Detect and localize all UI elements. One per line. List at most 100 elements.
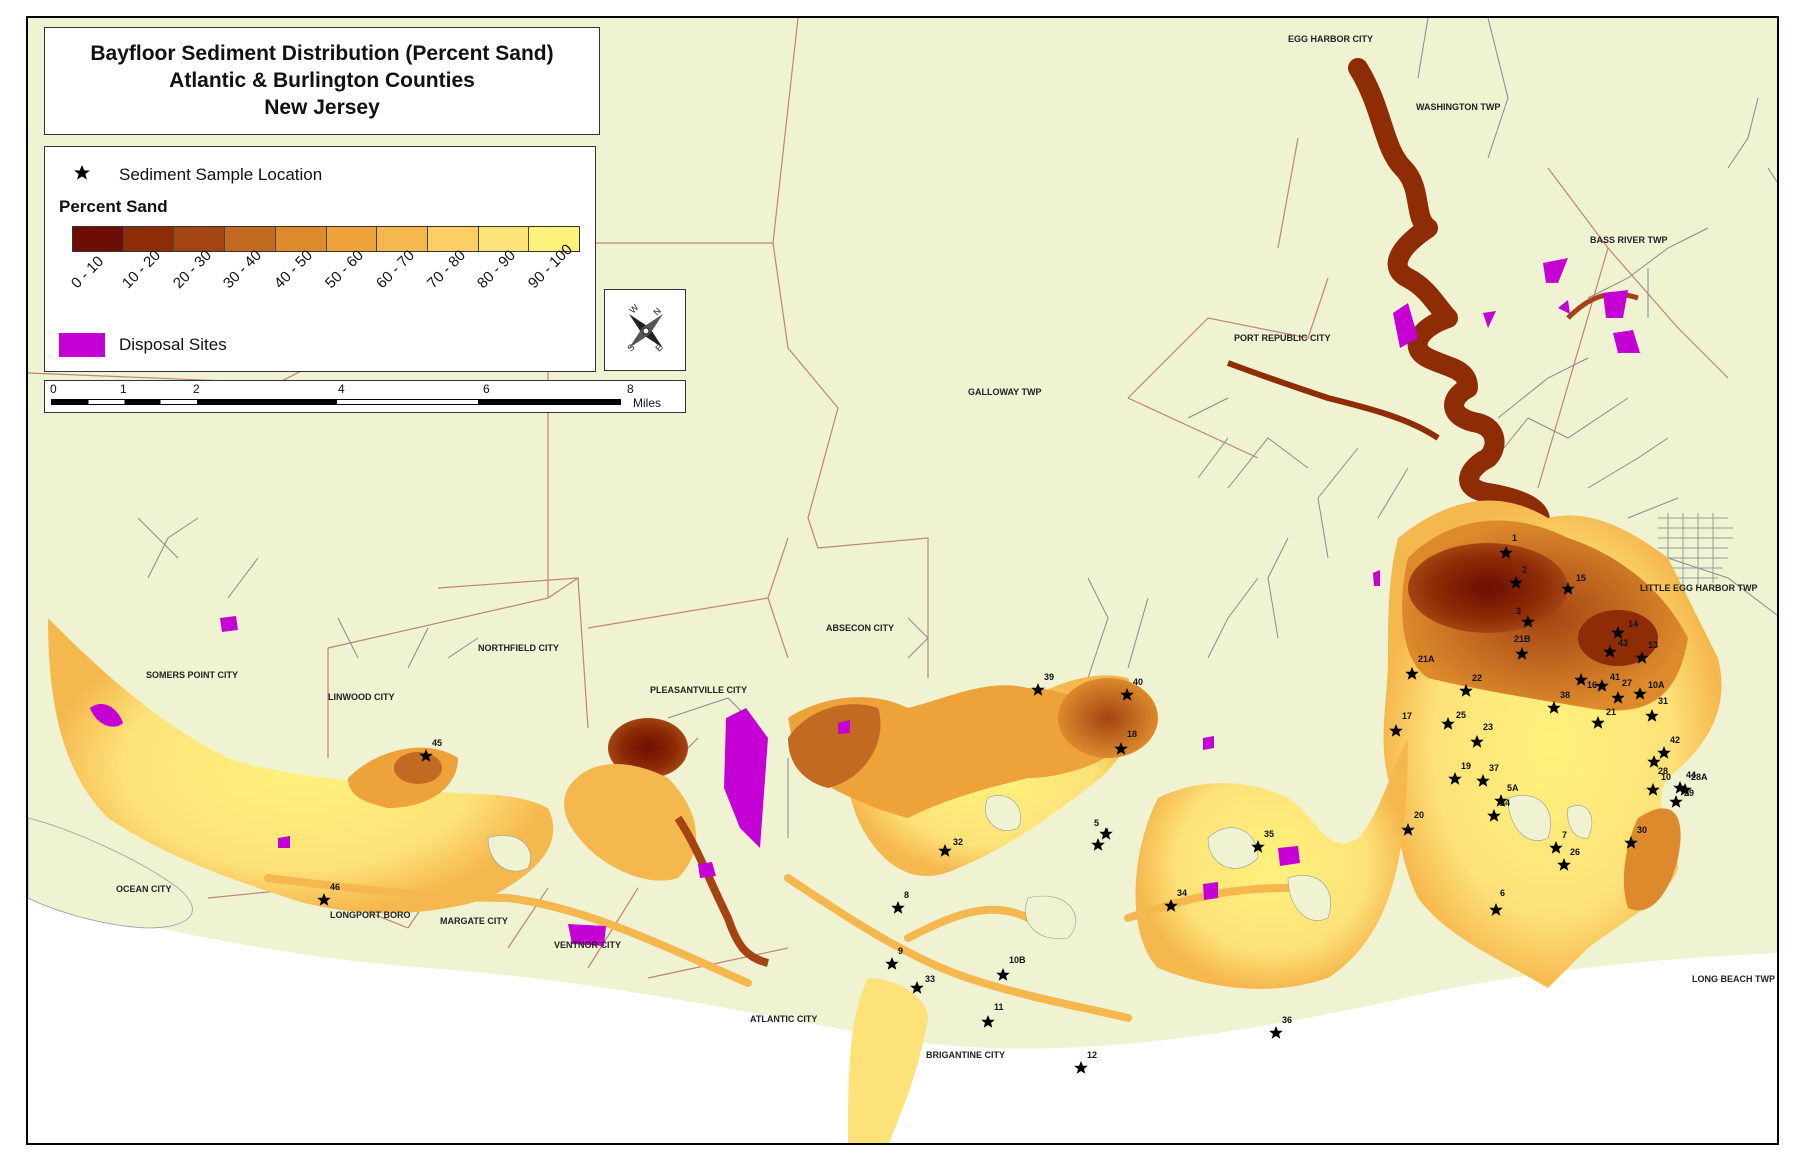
label-ocean-city: OCEAN CITY [116, 884, 172, 894]
label-absecon-city: ABSECON CITY [826, 623, 894, 633]
svg-text:23: 23 [1483, 722, 1493, 732]
sample-site: 21 [1591, 707, 1616, 729]
scale-bar-graphic [51, 399, 621, 405]
ramp-swatch [275, 227, 327, 251]
class-label: 80 - 90 [474, 246, 520, 292]
sample-site: 29 [1669, 788, 1694, 808]
ramp-swatch [73, 227, 124, 251]
svg-text:17: 17 [1402, 711, 1412, 721]
class-label: 30 - 40 [220, 246, 266, 292]
sample-site: 17 [1389, 711, 1412, 737]
sample-site: 26 [1557, 847, 1580, 871]
ramp-swatch [377, 227, 428, 251]
thorofares [264, 874, 1292, 1022]
sample-site: 40 [1120, 677, 1143, 701]
svg-text:20: 20 [1414, 810, 1424, 820]
svg-text:13: 13 [1648, 640, 1658, 650]
svg-text:33: 33 [925, 974, 935, 984]
svg-text:32: 32 [953, 837, 963, 847]
ocean-city-island [28, 817, 193, 929]
svg-text:25: 25 [1456, 710, 1466, 720]
legend-disposal-label: Disposal Sites [119, 335, 227, 354]
label-atlantic-city: ATLANTIC CITY [750, 1014, 817, 1024]
sample-site: 10 [1646, 772, 1671, 796]
sample-site: 12 [1074, 1050, 1097, 1074]
sample-site: 15 [1561, 573, 1586, 595]
ramp-swatch [529, 227, 580, 251]
sample-site: 23 [1470, 722, 1493, 748]
scale-bar: 0 1 2 4 6 8 Miles [44, 380, 686, 413]
label-long-beach-twp: LONG BEACH TWP [1692, 974, 1775, 984]
svg-text:E: E [653, 342, 664, 353]
svg-text:41: 41 [1610, 672, 1620, 682]
development-grid [1658, 513, 1733, 588]
label-washington-twp: WASHINGTON TWP [1416, 102, 1500, 112]
sample-site: 30 [1624, 825, 1647, 849]
svg-text:21B: 21B [1514, 634, 1531, 644]
svg-text:10B: 10B [1009, 955, 1026, 965]
absecon-bay-brown [788, 704, 881, 788]
sample-site: 20 [1401, 810, 1424, 836]
sample-site: 42 [1657, 735, 1680, 759]
svg-text:34: 34 [1177, 888, 1187, 898]
label-brigantine-city: BRIGANTINE CITY [926, 1050, 1005, 1060]
svg-text:37: 37 [1489, 763, 1499, 773]
sample-site: 35 [1251, 829, 1274, 853]
svg-text:29: 29 [1684, 788, 1694, 798]
label-little-egg-harbor-twp: LITTLE EGG HARBOR TWP [1640, 583, 1758, 593]
sample-site: 5 [1094, 818, 1113, 840]
ramp-swatch [326, 227, 378, 251]
svg-text:12: 12 [1087, 1050, 1097, 1060]
class-label: 70 - 80 [423, 246, 469, 292]
svg-text:46: 46 [330, 882, 340, 892]
svg-text:28: 28 [1658, 766, 1668, 776]
sample-site: 28A [1678, 772, 1708, 796]
label-linwood-city: LINWOOD CITY [328, 692, 395, 702]
svg-text:S: S [625, 342, 636, 353]
svg-text:27: 27 [1622, 678, 1632, 688]
svg-text:15: 15 [1576, 573, 1586, 583]
absecon-core [1058, 678, 1158, 758]
class-label: 20 - 30 [169, 246, 215, 292]
svg-text:19: 19 [1461, 761, 1471, 771]
svg-text:31: 31 [1658, 696, 1668, 706]
svg-text:21: 21 [1606, 707, 1616, 717]
svg-text:14: 14 [1628, 619, 1638, 629]
map-canvas: EGG HARBOR CITY WASHINGTON TWP BASS RIVE… [28, 18, 1777, 1143]
sample-site: 11 [981, 1002, 1004, 1028]
sample-site: 46 [317, 882, 340, 906]
ramp-swatch [478, 227, 530, 251]
svg-text:36: 36 [1282, 1015, 1292, 1025]
svg-text:16: 16 [1587, 680, 1597, 690]
lakes-bay-core [608, 718, 688, 778]
label-northfield-city: NORTHFIELD CITY [478, 643, 559, 653]
scale-units: Miles [633, 396, 662, 410]
sample-site: 44 [1673, 770, 1696, 794]
disposal-sites [90, 258, 1640, 946]
svg-text:30: 30 [1637, 825, 1647, 835]
sample-site: 18 [1114, 729, 1137, 755]
sample-site: 19 [1448, 761, 1471, 785]
great-bay-core-2 [1578, 610, 1658, 666]
marsh-islands [487, 795, 1593, 940]
sample-locations: 1 2 3 4 5 5A 6 7 8 9 10 10A 10B 11 12 13… [317, 533, 1708, 1074]
label-longport-boro: LONGPORT BORO [330, 910, 411, 920]
sample-site: 28 [1647, 755, 1668, 776]
sample-site: 10B [996, 955, 1026, 981]
svg-text:2: 2 [1522, 565, 1527, 575]
ramp-swatch [123, 227, 175, 251]
svg-text:W: W [627, 302, 640, 315]
municipal-boundaries [28, 18, 1729, 979]
sample-site: 8 [891, 890, 909, 914]
svg-text:18: 18 [1127, 729, 1137, 739]
great-bay-brown-edge [1623, 808, 1681, 911]
sample-site: 34 [1164, 888, 1187, 912]
creek-network [137, 18, 1777, 838]
sample-site: 13 [1635, 640, 1658, 664]
svg-text:6: 6 [1500, 888, 1505, 898]
svg-text:5: 5 [1094, 818, 1099, 828]
ramp-swatch [427, 227, 479, 251]
svg-text:44: 44 [1686, 770, 1696, 780]
sample-site: 1 [1499, 533, 1517, 559]
sample-site: 10A [1633, 680, 1665, 700]
